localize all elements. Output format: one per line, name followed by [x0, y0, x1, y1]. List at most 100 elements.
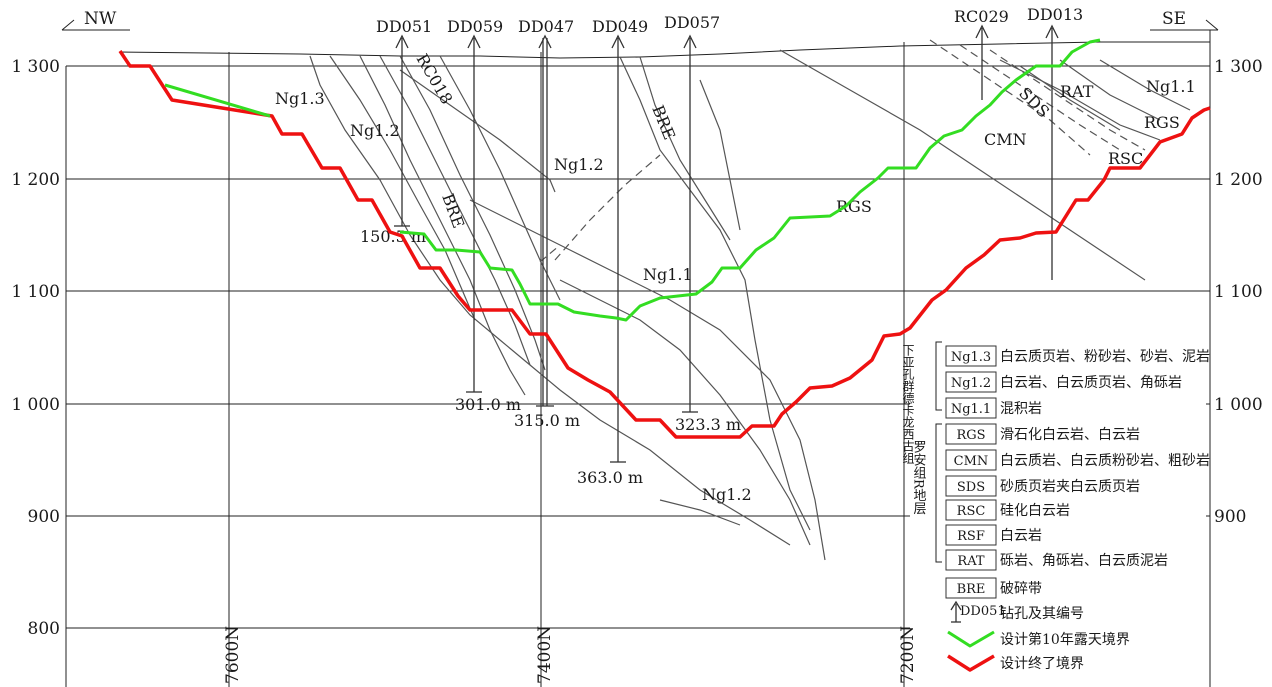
legend-item-rsc: RSC 硅化白云岩 [945, 499, 1070, 521]
depth-dd047: 315.0 m [514, 411, 580, 430]
legend: 下亚孔群德卡龙西古组 罗安组R地层 Ng1.3 白云质页岩、粉砂岩、砂岩、泥岩 … [901, 330, 1210, 687]
depth-dd049: 363.0 m [577, 468, 643, 487]
legend-item-pitfinal: 设计终了境界 [947, 654, 1084, 672]
unit-label-ngl2-c: Ng1.2 [702, 485, 752, 504]
drill-hole-rc018-label: RC018 [413, 51, 457, 108]
drill-hole-dd049: DD049 [592, 17, 648, 463]
unit-label-ngl3: Ng1.3 [275, 89, 325, 108]
svg-text:钻孔及其编号: 钻孔及其编号 [1000, 606, 1084, 622]
svg-text:滑石化白云岩、白云岩: 滑石化白云岩、白云岩 [1000, 426, 1140, 443]
ground-surface [119, 41, 1210, 59]
elev-tick-1300: 1 300 [11, 57, 60, 77]
elev-tick-1200: 1 200 [11, 170, 60, 190]
legend-item-rsf: RSF 白云岩 [945, 524, 1042, 546]
northing-axis: 7600N 7400N 7200N [223, 626, 918, 684]
legend-item-ngl2: Ng1.2 白云岩、白云质页岩、角砾岩 [945, 371, 1182, 393]
depth-dd057: 323.3 m [675, 415, 741, 434]
unit-label-ngl2-a: Ng1.2 [350, 121, 400, 140]
unit-label-cmn: CMN [984, 130, 1027, 149]
northing-tick-7200N: 7200N [898, 626, 918, 684]
drill-hole-dd057: DD057 [664, 13, 720, 413]
left-elevation-axis: 1 300 1 200 1 100 1 000 900 800 [11, 57, 60, 639]
direction-se: SE [1150, 9, 1219, 31]
svg-text:Ng1.1: Ng1.1 [951, 402, 991, 417]
svg-text:砂质页岩夹白云质页岩: 砂质页岩夹白云质页岩 [1000, 479, 1140, 495]
unit-label-ngl2-b: Ng1.2 [554, 155, 604, 174]
svg-text:DD051: DD051 [960, 604, 1006, 619]
elev-tick-right-1200: 1 200 [1214, 170, 1263, 190]
svg-text:白云岩: 白云岩 [1000, 528, 1042, 544]
svg-text:设计终了境界: 设计终了境界 [1000, 656, 1084, 672]
legend-item-pit10: 设计第10年露天境界 [947, 630, 1130, 648]
legend-item-drill-hole: DD051 钻孔及其编号 [950, 600, 1084, 623]
svg-text:白云质页岩、粉砂岩、砂岩、泥岩: 白云质页岩、粉砂岩、砂岩、泥岩 [1000, 349, 1210, 365]
svg-text:DD051: DD051 [376, 17, 432, 36]
final-pit-boundary [118, 50, 1211, 439]
legend-item-rgs: RGS 滑石化白云岩、白云岩 [945, 423, 1140, 445]
unit-label-sds: SDS [1015, 83, 1053, 121]
elev-tick-900: 900 [28, 507, 60, 527]
svg-text:混积岩: 混积岩 [1000, 401, 1042, 417]
drill-hole-dd059: DD059 [447, 17, 503, 393]
svg-text:设计第10年露天境界: 设计第10年露天境界 [1000, 631, 1130, 648]
legend-item-ngl3: Ng1.3 白云质页岩、粉砂岩、砂岩、泥岩 [945, 345, 1210, 367]
legend-item-sds: SDS 砂质页岩夹白云质页岩 [945, 475, 1140, 497]
northing-tick-7400N: 7400N [535, 626, 555, 684]
direction-nw: NW [61, 9, 130, 31]
legend-item-cmn: CMN 白云质岩、白云质粉砂岩、粗砂岩 [945, 449, 1210, 471]
svg-text:DD059: DD059 [447, 17, 503, 36]
legend-item-rat: RAT 砾岩、角砾岩、白云质泥岩 [945, 549, 1168, 571]
svg-text:CMN: CMN [954, 454, 989, 469]
elev-tick-800: 800 [28, 619, 60, 639]
svg-text:Ng1.2: Ng1.2 [951, 376, 991, 391]
legend-item-bre: BRE 破碎带 [945, 577, 1042, 599]
svg-text:BRE: BRE [957, 582, 986, 597]
elevation-gridlines [66, 178, 1210, 629]
svg-text:DD049: DD049 [592, 17, 648, 36]
elev-tick-right-900: 900 [1214, 507, 1246, 527]
unit-label-ngl1-b: Ng1.1 [1146, 77, 1196, 96]
elev-tick-right-1000: 1 000 [1214, 395, 1263, 415]
drill-hole-dd047: DD047 [518, 17, 574, 407]
drill-hole-dd051: DD051 [376, 17, 432, 227]
svg-text:RSC: RSC [957, 504, 986, 519]
unit-label-rsc: RSC [1108, 149, 1143, 168]
drill-holes: DD051 DD059 DD047 DD049 DD057 [376, 5, 1083, 463]
svg-text:RGS: RGS [956, 428, 985, 443]
svg-text:DD057: DD057 [664, 13, 720, 32]
northing-tick-7600N: 7600N [223, 626, 243, 684]
svg-text:砾岩、角砾岩、白云质泥岩: 砾岩、角砾岩、白云质泥岩 [1000, 553, 1168, 569]
year10-pit-boundary [164, 38, 1101, 322]
geology-lines [309, 39, 1191, 561]
svg-text:破碎带: 破碎带 [1000, 581, 1042, 597]
depth-dd051: 150.5 m [360, 227, 426, 246]
elev-tick-1000: 1 000 [11, 395, 60, 415]
legend-item-ngl1: Ng1.1 混积岩 [945, 397, 1042, 419]
legend-group1-title: 下亚孔群德卡龙西古组 [901, 344, 915, 464]
svg-text:DD013: DD013 [1027, 5, 1083, 24]
drill-hole-dd013: DD013 [1027, 5, 1083, 280]
drill-hole-rc029: RC029 [954, 7, 1009, 100]
svg-text:SDS: SDS [957, 480, 985, 495]
unit-label-rgs-a: RGS [836, 197, 872, 216]
unit-label-rat: RAT [1060, 82, 1094, 101]
svg-text:NW: NW [84, 9, 117, 29]
elev-tick-right-1100: 1 100 [1214, 282, 1263, 302]
unit-label-bre-b: BRE [648, 102, 679, 142]
svg-text:SE: SE [1162, 9, 1186, 29]
svg-text:RAT: RAT [957, 554, 984, 569]
svg-text:RSF: RSF [957, 529, 985, 544]
legend-group2-title: 罗安组R地层 [911, 440, 927, 516]
elev-tick-right-1300: 1 300 [1214, 57, 1263, 77]
unit-label-rgs-b: RGS [1144, 113, 1180, 132]
unit-labels: Ng1.3 Ng1.2 Ng1.2 Ng1.2 Ng1.1 Ng1.1 BRE … [275, 77, 1196, 504]
svg-text:RC029: RC029 [954, 7, 1009, 26]
svg-text:白云岩、白云质页岩、角砾岩: 白云岩、白云质页岩、角砾岩 [1000, 375, 1182, 391]
northing-gridlines [228, 42, 905, 687]
elev-tick-1100: 1 100 [11, 282, 60, 302]
svg-text:白云质岩、白云质粉砂岩、粗砂岩: 白云质岩、白云质粉砂岩、粗砂岩 [1000, 453, 1210, 469]
svg-text:Ng1.3: Ng1.3 [951, 350, 991, 365]
right-elevation-axis: 1 300 1 200 1 100 1 000 900 [1214, 57, 1263, 527]
chart-frame [65, 30, 1211, 687]
